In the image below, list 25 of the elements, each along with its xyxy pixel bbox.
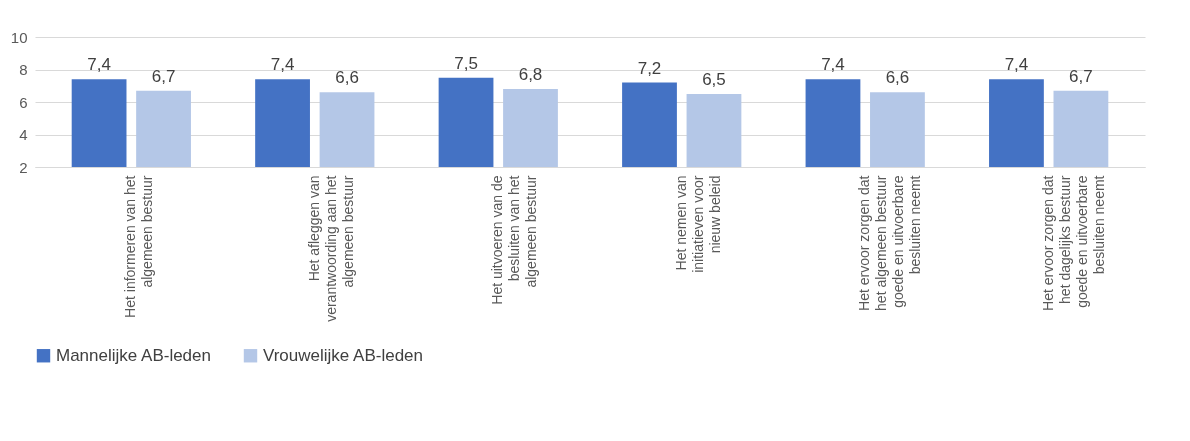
x-tick-label: Het uitvoeren van de besluiten van het algemeen bestuur <box>489 175 540 305</box>
data-label: 6,8 <box>518 65 543 84</box>
data-label: 6,7 <box>151 66 176 86</box>
y-tick-label: 10 <box>10 28 28 46</box>
y-tick-label: 4 <box>19 126 28 143</box>
data-label: 7,4 <box>1004 55 1029 75</box>
y-tick-label: 8 <box>19 61 28 78</box>
data-label: 7,4 <box>270 55 295 75</box>
data-label: 6,5 <box>702 69 726 89</box>
data-label: 7,5 <box>454 53 478 73</box>
data-label: 7,4 <box>87 55 111 75</box>
data-label: 6,7 <box>1069 66 1093 86</box>
data-label: 6,6 <box>335 68 359 88</box>
legend-label: Vrouwelijke AB-leden <box>263 345 424 365</box>
legend-label: Mannelijke AB-leden <box>56 345 211 365</box>
x-tick-label: Het ervoor zorgen dat het dagelijks bestuur goede en uitvoerbare besluiten neemt <box>1039 175 1107 311</box>
data-label: 6,6 <box>885 68 910 88</box>
x-tick-label: Het afleggen van verantwoording aan het algemeen bestuur <box>305 175 356 322</box>
x-tick-label: Het ervoor zorgen dat het algemeen bestuur goede en uitvoerbare besluiten neemt <box>856 175 924 311</box>
data-label: 7,2 <box>637 58 662 78</box>
y-tick-label: 6 <box>19 93 28 111</box>
y-tick-label: 2 <box>19 158 28 176</box>
x-tick-label: Het informeren van het algemeen bestuur <box>122 175 156 318</box>
data-label: 7,4 <box>821 55 845 75</box>
x-tick-label: Het nemen van initiatieven voor nieuw beleid <box>672 175 723 273</box>
